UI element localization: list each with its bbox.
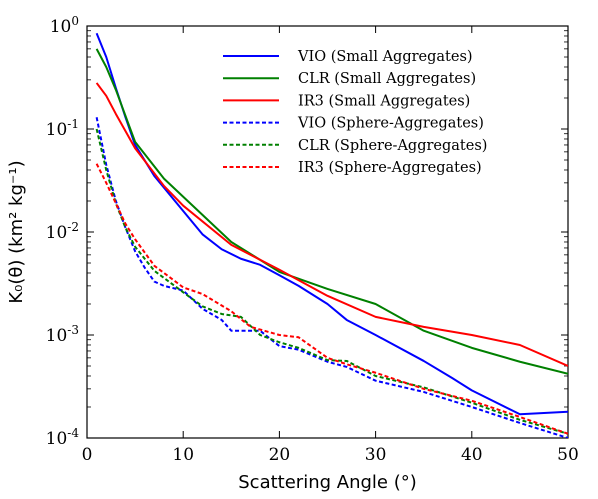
x-axis-label: Scattering Angle (°)	[238, 472, 417, 493]
y-tick-label: 10-2	[46, 220, 79, 243]
x-tick-label: 20	[269, 445, 291, 465]
legend-label: VIO (Sphere-Aggregates)	[297, 116, 484, 132]
y-tick-label: 10-1	[46, 117, 79, 140]
series-layer	[95, 32, 568, 438]
series-line-4	[95, 117, 568, 438]
y-tick-label: 100	[50, 14, 79, 37]
x-tick-label: 30	[365, 445, 387, 465]
legend-label: VIO (Small Aggregates)	[297, 49, 473, 65]
y-tick-label: 10-3	[46, 323, 79, 346]
y-tick-label: 10-4	[46, 426, 80, 449]
y-axis-label: K₀(θ) (km² kg⁻¹)	[6, 160, 27, 303]
plot-frame	[86, 25, 569, 439]
series-line-3	[95, 82, 568, 367]
legend-label: CLR (Small Aggregates)	[298, 71, 476, 87]
series-line-5	[95, 128, 568, 435]
series-line-1	[95, 32, 568, 416]
legend-label: CLR (Sphere-Aggregates)	[298, 138, 487, 154]
x-tick-label: 0	[82, 445, 93, 465]
x-tick-label: 50	[557, 445, 579, 465]
x-tick-label: 10	[172, 445, 194, 465]
series-line-6	[95, 163, 568, 435]
legend-label: IR3 (Sphere-Aggregates)	[298, 160, 482, 176]
legend-label: IR3 (Small Aggregates)	[298, 93, 470, 109]
axis-ticks: 0 10 20 30 40 50 100 10-1 10-2 10-3 10-4	[46, 14, 579, 465]
x-tick-label: 40	[461, 445, 483, 465]
legend: VIO (Small Aggregates) CLR (Small Aggrega…	[223, 49, 487, 176]
